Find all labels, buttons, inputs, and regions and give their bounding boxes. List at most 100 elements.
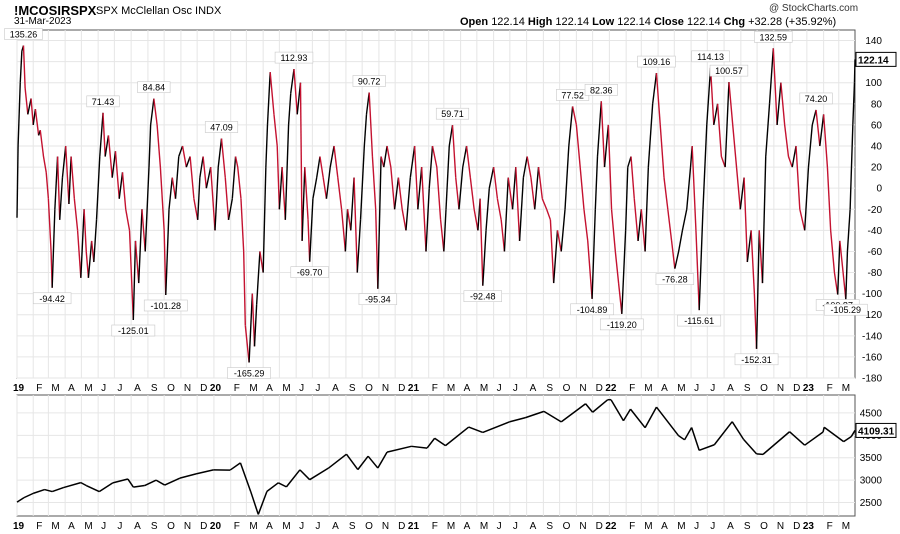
spx-month-label: M xyxy=(842,521,850,532)
osc-segment xyxy=(138,209,143,284)
osc-segment xyxy=(496,198,502,220)
spx-segment xyxy=(16,496,25,503)
osc-segment xyxy=(181,145,188,168)
chart-date: 31-Mar-2023 xyxy=(14,16,72,27)
osc-month-label: N xyxy=(579,383,586,394)
osc-segment xyxy=(134,240,140,284)
osc-segment xyxy=(644,167,650,252)
osc-segment xyxy=(284,124,290,220)
osc-segment xyxy=(39,130,45,157)
osc-segment xyxy=(174,156,180,199)
osc-month-label: A xyxy=(530,383,537,394)
osc-segment xyxy=(148,124,152,168)
osc-segment xyxy=(76,230,82,278)
spx-segment xyxy=(560,403,587,423)
osc-month-label: F xyxy=(827,383,833,394)
osc-month-label: M xyxy=(842,383,850,394)
osc-segment xyxy=(383,145,388,168)
osc-segment xyxy=(68,156,72,205)
osc-ytick-label: -120 xyxy=(862,310,882,321)
osc-annotation: -115.61 xyxy=(684,316,714,326)
osc-month-label: D xyxy=(200,383,207,394)
osc-annotation: 47.09 xyxy=(210,123,233,133)
osc-month-label: S xyxy=(744,383,751,394)
osc-month-label: D xyxy=(596,383,603,394)
osc-ytick-label: 100 xyxy=(865,78,882,89)
spx-segment xyxy=(690,427,700,451)
osc-ytick-label: 40 xyxy=(871,142,883,153)
spx-ytick-label: 4500 xyxy=(860,408,883,419)
spx-segment xyxy=(482,421,510,434)
osc-annotation-box xyxy=(655,273,695,285)
osc-segment xyxy=(768,48,775,104)
osc-month-label: M xyxy=(51,383,59,394)
osc-segment xyxy=(93,219,98,263)
osc-last-value: 122.14 xyxy=(858,55,889,66)
osc-month-label: J xyxy=(315,383,320,394)
osc-month-label: M xyxy=(249,383,257,394)
osc-segment xyxy=(276,145,281,210)
spx-month-label: 21 xyxy=(408,521,420,532)
osc-segment xyxy=(428,145,434,189)
spx-segment xyxy=(585,403,594,413)
osc-segment xyxy=(829,230,836,273)
osc-segment xyxy=(791,145,797,168)
osc-segment xyxy=(95,156,101,220)
osc-segment xyxy=(34,109,40,136)
spx-month-label: D xyxy=(596,521,603,532)
osc-segment xyxy=(575,124,581,168)
osc-segment xyxy=(552,230,559,284)
osc-segment xyxy=(819,114,825,147)
spx-segment xyxy=(367,455,379,469)
osc-segment xyxy=(482,230,487,286)
osc-segment xyxy=(780,82,786,125)
osc-annotation: -119.20 xyxy=(607,320,637,330)
osc-ytick-label: -80 xyxy=(868,268,883,279)
osc-annotation: 112.93 xyxy=(281,53,308,63)
osc-segment xyxy=(515,167,521,241)
osc-segment xyxy=(772,48,778,125)
osc-segment xyxy=(473,209,479,231)
high-value: 122.14 xyxy=(555,16,590,28)
osc-last-value-box xyxy=(855,51,897,67)
osc-segment xyxy=(159,167,165,231)
osc-segment xyxy=(251,293,256,347)
osc-annotation: 109.16 xyxy=(643,57,671,67)
osc-segment xyxy=(617,283,623,314)
osc-month-label: A xyxy=(68,383,75,394)
spx-month-label: M xyxy=(282,521,290,532)
spx-month-label: S xyxy=(151,521,158,532)
osc-annotation-box xyxy=(111,324,156,337)
osc-segment xyxy=(455,177,460,210)
osc-segment xyxy=(242,251,246,326)
osc-month-label: J xyxy=(710,383,715,394)
spx-segment xyxy=(127,478,134,488)
osc-segment xyxy=(405,177,412,231)
osc-annotation-box xyxy=(677,314,722,327)
osc-segment xyxy=(156,124,162,168)
osc-annotation: -101.28 xyxy=(151,301,182,311)
osc-segment xyxy=(448,125,454,147)
spx-segment xyxy=(266,482,279,492)
osc-segment xyxy=(350,177,355,231)
spx-segment xyxy=(525,410,545,419)
osc-segment xyxy=(488,166,495,189)
osc-segment xyxy=(199,156,204,178)
osc-month-label: S xyxy=(546,383,553,394)
spx-segment xyxy=(144,479,157,487)
osc-annotation-box xyxy=(86,95,120,108)
osc-segment xyxy=(815,109,821,147)
osc-segment xyxy=(45,172,50,199)
osc-segment xyxy=(846,209,851,252)
osc-annotation: -125.01 xyxy=(118,326,149,336)
osc-segment xyxy=(571,106,578,126)
spx-month-label: A xyxy=(727,521,734,532)
osc-segment xyxy=(526,156,532,178)
osc-segment xyxy=(655,73,661,125)
osc-segment xyxy=(743,177,749,263)
osc-segment xyxy=(353,177,358,273)
osc-segment xyxy=(674,251,680,269)
osc-segment xyxy=(787,156,793,168)
osc-segment xyxy=(102,112,106,157)
